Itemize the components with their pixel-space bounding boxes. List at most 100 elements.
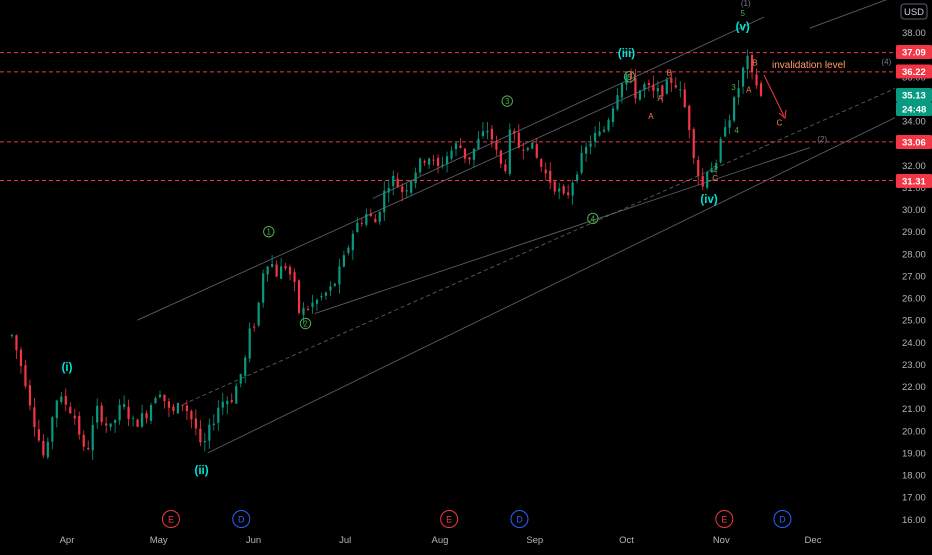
wave-label-green-small: 3 — [731, 83, 736, 92]
candle-body — [571, 182, 574, 196]
candle-body — [499, 150, 502, 164]
candle-body — [15, 335, 18, 351]
candle-body — [755, 74, 758, 86]
candle-body — [737, 88, 740, 98]
price-axis: 16.00 17.00 18.00 19.00 20.00 21.00 22.00 23.00… — [895, 0, 932, 550]
candle-body — [513, 130, 516, 134]
candle-body — [683, 89, 686, 108]
channel-line-2 — [314, 147, 811, 314]
candle-body — [100, 405, 103, 422]
candle-body — [706, 171, 709, 188]
candle-body — [262, 273, 265, 303]
candle-body — [230, 400, 233, 402]
candle-body — [741, 67, 745, 87]
candle-body — [401, 186, 404, 192]
candle-body — [194, 418, 197, 429]
candle-body — [181, 404, 184, 406]
candle-body — [87, 447, 90, 450]
channel-line-1 — [182, 71, 932, 405]
candle-body — [661, 85, 664, 97]
candle-body — [302, 307, 305, 315]
candle-body — [620, 83, 624, 98]
candle-body — [697, 160, 700, 177]
y-tick-label: 29.00 — [902, 227, 926, 238]
candle-body — [454, 143, 458, 150]
y-tick-label: 38.00 — [902, 28, 926, 39]
candle-body — [679, 89, 682, 91]
candle-body — [226, 400, 229, 405]
projection-arrow-head — [778, 109, 787, 119]
candle-body — [136, 419, 139, 427]
event-marker-letter: D — [238, 515, 245, 525]
candle-body — [253, 326, 256, 328]
candle-body — [692, 129, 695, 158]
price-tags: 37.09 36.22 33.06 31.31 35.13 24:48 — [896, 45, 932, 188]
candle-body — [91, 424, 94, 451]
price-tag-background — [896, 135, 932, 149]
candle-body — [28, 385, 32, 406]
wave-circle — [263, 225, 275, 238]
candle-body — [445, 156, 449, 164]
candle-body — [477, 138, 480, 149]
candle-body — [131, 417, 135, 419]
y-tick-label: 32.00 — [902, 161, 926, 172]
candle-body — [701, 175, 704, 187]
candle-body — [235, 386, 238, 404]
candle-body — [271, 264, 274, 267]
candle-body — [167, 401, 171, 408]
y-tick-label: 25.00 — [902, 316, 926, 327]
candle-body — [257, 302, 260, 326]
currency-button[interactable]: USD — [900, 3, 928, 20]
candle-body — [647, 82, 650, 85]
event-marker-letter: D — [516, 515, 523, 525]
wave-label-abc: C — [776, 118, 782, 127]
candle-body — [217, 407, 220, 423]
candle-body — [490, 128, 494, 140]
candle-body — [526, 147, 529, 150]
currency-label[interactable]: USD — [904, 7, 924, 18]
candle-body — [629, 72, 633, 79]
y-tick-label: 34.00 — [902, 117, 926, 128]
candle-body — [127, 406, 130, 420]
candle-body — [383, 190, 386, 213]
wave-labels: (i)(ii)(iii)(iv)(v)123453452BAACBAC(1)(3… — [62, 0, 892, 477]
candle-body — [504, 164, 507, 172]
candle-body — [33, 407, 36, 428]
candle-body — [208, 424, 211, 441]
candle-body — [203, 440, 206, 443]
candle-body — [544, 169, 547, 174]
candle-body — [297, 280, 301, 313]
candle-body — [719, 139, 722, 163]
y-tick-label: 23.00 — [902, 360, 926, 371]
candle-body — [55, 400, 58, 419]
event-marker — [440, 510, 459, 528]
candle-body — [374, 218, 377, 223]
candle-body — [78, 415, 81, 435]
price-tag-label: 33.06 — [902, 138, 926, 149]
candlestick-series — [10, 49, 763, 461]
price-tag-label: 24:48 — [902, 105, 926, 116]
candle-body — [118, 405, 121, 421]
candle-body — [625, 74, 628, 85]
candle-body — [329, 286, 332, 291]
candle-body — [154, 397, 157, 404]
candle-body — [665, 79, 668, 94]
candle-body — [109, 423, 112, 427]
candle-body — [643, 84, 646, 90]
wave-label-gray: (2) — [817, 135, 827, 144]
candle-body — [140, 413, 144, 427]
wave-label-gray: (4) — [881, 58, 891, 67]
candle-body — [396, 178, 399, 188]
x-tick-label: Jun — [246, 535, 261, 546]
candle-body — [387, 188, 390, 193]
price-tag-background — [896, 174, 932, 188]
channel-line-0 — [207, 109, 912, 454]
candle-body — [105, 423, 108, 426]
x-tick-label: Apr — [60, 535, 75, 546]
candle-body — [540, 159, 543, 167]
wave-label-cyan: (v) — [736, 21, 750, 33]
price-tag-background — [896, 64, 932, 79]
